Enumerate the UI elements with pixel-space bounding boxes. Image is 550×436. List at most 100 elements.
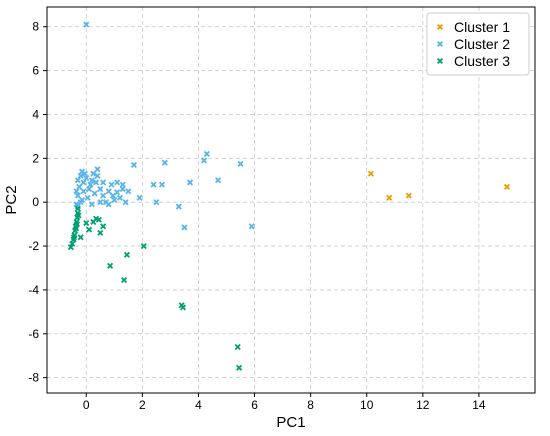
data-point-cluster-2 bbox=[91, 190, 98, 197]
x-tick-label: 4 bbox=[195, 398, 202, 412]
axis-ticks: 0 2 4 6 8 10 12 14 -8 -6 -4 -2 0 2 4 6 8 bbox=[28, 20, 486, 412]
y-tick-label: -8 bbox=[28, 371, 39, 385]
y-tick-label: 6 bbox=[32, 64, 39, 78]
data-point-cluster-3 bbox=[236, 364, 243, 371]
data-point-cluster-2 bbox=[88, 177, 95, 184]
data-point-cluster-2 bbox=[215, 177, 222, 184]
data-point-cluster-2 bbox=[248, 223, 255, 230]
x-tick-label: 6 bbox=[251, 398, 258, 412]
data-point-cluster-2 bbox=[125, 188, 132, 195]
y-tick-label: 4 bbox=[32, 107, 39, 121]
data-point-cluster-2 bbox=[74, 192, 81, 199]
data-point-cluster-3 bbox=[140, 243, 147, 250]
data-point-cluster-3 bbox=[123, 251, 130, 258]
data-point-cluster-3 bbox=[73, 221, 81, 228]
data-point-cluster-2 bbox=[122, 199, 129, 206]
data-point-cluster-2 bbox=[181, 224, 188, 231]
legend-frame bbox=[426, 12, 530, 76]
data-point-cluster-3 bbox=[90, 218, 97, 225]
data-point-cluster-3 bbox=[74, 205, 81, 212]
data-point-cluster-1 bbox=[367, 170, 374, 177]
legend-marker-cluster-1 bbox=[436, 23, 444, 31]
x-tick-label: 10 bbox=[360, 398, 374, 412]
data-point-cluster-3 bbox=[75, 212, 82, 219]
data-point-cluster-2 bbox=[73, 188, 80, 195]
data-point-cluster-2 bbox=[86, 185, 93, 193]
data-point-cluster-2 bbox=[114, 179, 121, 186]
data-point-cluster-2 bbox=[108, 181, 115, 188]
data-points bbox=[67, 21, 510, 371]
data-point-cluster-2 bbox=[201, 157, 208, 164]
data-point-cluster-2 bbox=[88, 201, 95, 208]
data-point-cluster-3 bbox=[69, 240, 76, 247]
data-point-cluster-3 bbox=[100, 223, 107, 230]
data-point-cluster-2 bbox=[136, 194, 143, 201]
data-point-cluster-2 bbox=[90, 170, 97, 177]
data-point-cluster-2 bbox=[81, 170, 88, 177]
data-point-cluster-2 bbox=[93, 179, 100, 186]
y-axis-label: PC2 bbox=[3, 185, 20, 214]
data-point-cluster-2 bbox=[203, 150, 210, 157]
data-point-cluster-1 bbox=[386, 194, 393, 201]
data-point-cluster-2 bbox=[80, 179, 87, 186]
data-point-cluster-3 bbox=[95, 216, 102, 223]
data-point-cluster-2 bbox=[77, 172, 84, 179]
x-tick-label: 8 bbox=[307, 398, 314, 412]
data-point-cluster-2 bbox=[105, 188, 112, 195]
data-point-cluster-2 bbox=[111, 196, 118, 204]
data-point-cluster-2 bbox=[94, 172, 101, 179]
legend-marker-cluster-3 bbox=[436, 57, 444, 65]
data-point-cluster-3 bbox=[67, 244, 74, 251]
data-point-cluster-2 bbox=[153, 199, 160, 206]
data-point-cluster-2 bbox=[94, 166, 101, 173]
data-point-cluster-3 bbox=[70, 234, 77, 241]
legend-label-cluster-2: Cluster 2 bbox=[454, 36, 510, 52]
data-point-cluster-3 bbox=[107, 262, 114, 269]
data-point-cluster-2 bbox=[105, 201, 112, 208]
data-point-cluster-3 bbox=[73, 225, 80, 232]
grid bbox=[47, 7, 535, 393]
data-point-cluster-2 bbox=[100, 179, 107, 186]
data-point-cluster-3 bbox=[234, 343, 241, 350]
x-axis-label: PC1 bbox=[276, 414, 305, 431]
x-tick-label: 0 bbox=[83, 398, 90, 412]
data-point-cluster-3 bbox=[179, 304, 187, 311]
data-point-cluster-2 bbox=[83, 175, 90, 182]
y-tick-label: 0 bbox=[32, 195, 39, 209]
data-point-cluster-2 bbox=[100, 192, 107, 199]
data-point-cluster-2 bbox=[130, 161, 137, 168]
legend-marker-cluster-2 bbox=[436, 40, 444, 48]
data-point-cluster-2 bbox=[77, 199, 84, 206]
data-point-cluster-2 bbox=[116, 194, 123, 201]
x-tick-label: 2 bbox=[139, 398, 146, 412]
data-point-cluster-2 bbox=[74, 177, 81, 184]
y-tick-label: -2 bbox=[28, 239, 39, 253]
plot-area-frame bbox=[46, 6, 536, 394]
data-point-cluster-2 bbox=[237, 160, 244, 167]
data-point-cluster-2 bbox=[84, 194, 91, 201]
data-point-cluster-2 bbox=[83, 21, 90, 28]
data-point-cluster-2 bbox=[119, 181, 126, 188]
y-tick-label: 8 bbox=[32, 20, 39, 34]
data-point-cluster-1 bbox=[503, 183, 510, 190]
data-point-cluster-2 bbox=[76, 183, 83, 190]
data-point-cluster-3 bbox=[83, 219, 90, 227]
y-tick-label: -6 bbox=[28, 327, 39, 341]
data-point-cluster-2 bbox=[97, 185, 104, 193]
data-point-cluster-2 bbox=[161, 159, 168, 166]
data-point-cluster-2 bbox=[175, 203, 182, 210]
data-point-cluster-2 bbox=[158, 181, 166, 188]
legend-label-cluster-1: Cluster 1 bbox=[454, 19, 510, 35]
data-point-cluster-3 bbox=[77, 234, 84, 241]
y-tick-label: -4 bbox=[28, 283, 39, 297]
data-point-cluster-2 bbox=[97, 199, 104, 206]
x-tick-label: 14 bbox=[472, 398, 486, 412]
data-point-cluster-2 bbox=[87, 181, 94, 188]
legend-label-cluster-3: Cluster 3 bbox=[454, 53, 510, 69]
data-point-cluster-3 bbox=[97, 229, 104, 236]
data-point-cluster-2 bbox=[150, 181, 157, 188]
data-point-cluster-2 bbox=[80, 188, 87, 195]
data-point-cluster-2 bbox=[109, 192, 116, 199]
